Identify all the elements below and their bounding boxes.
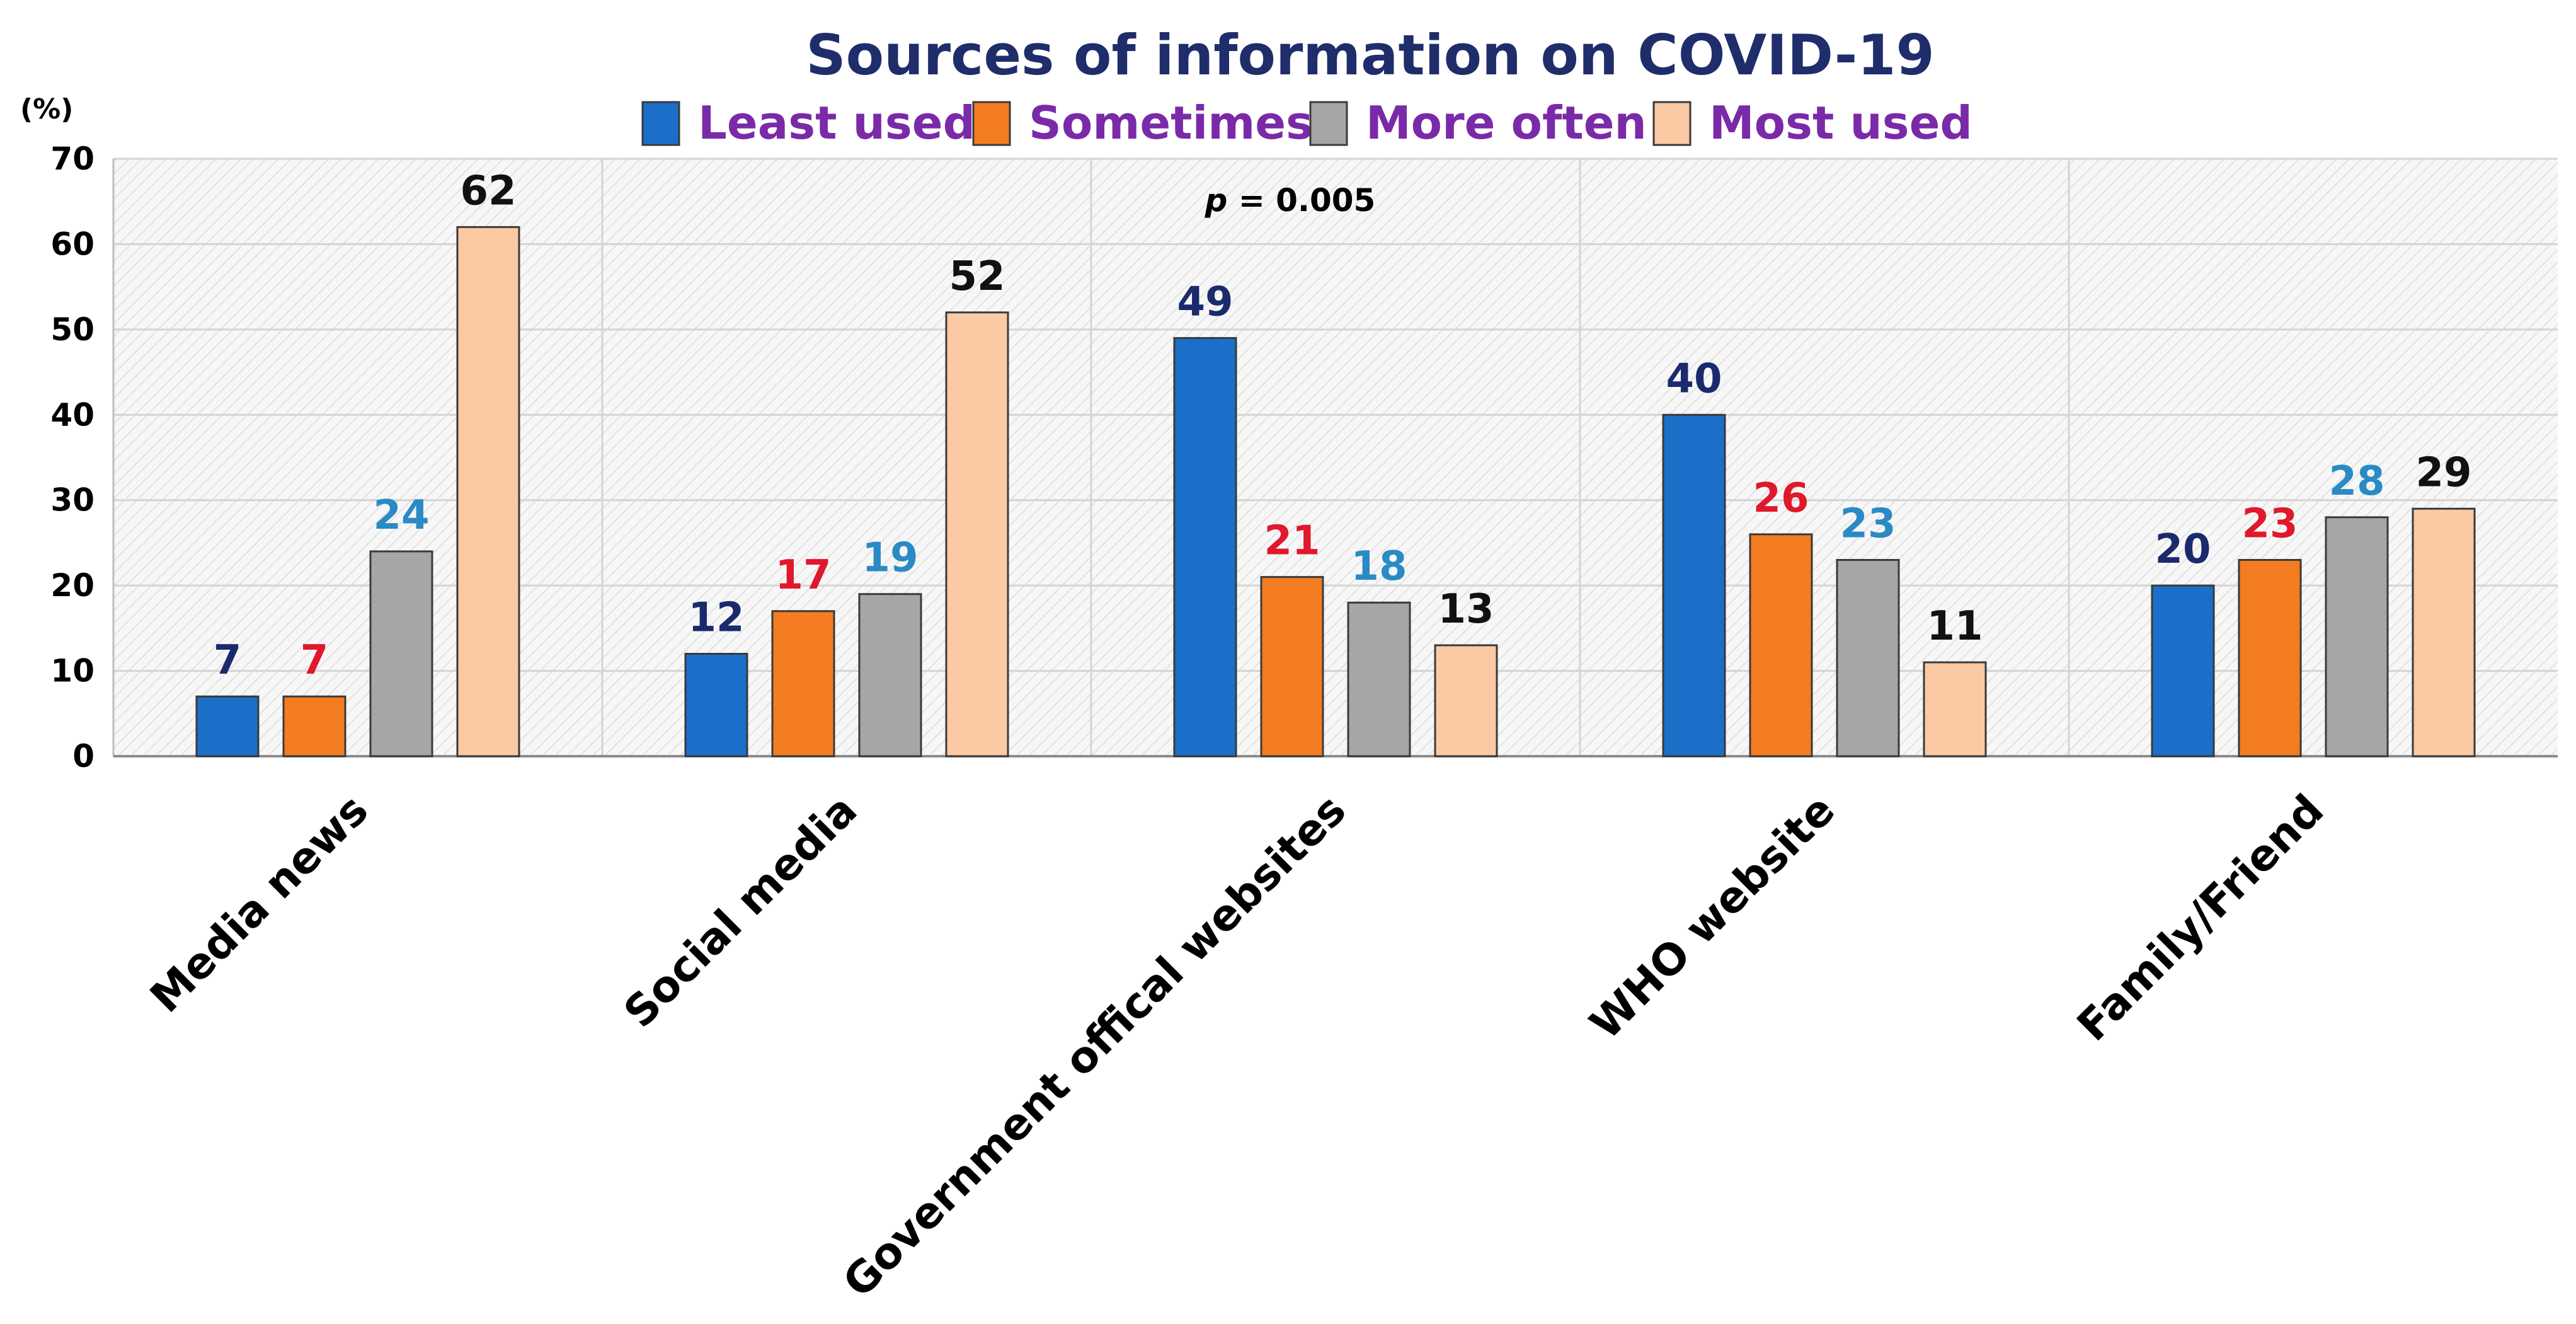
data-label: 17 (775, 552, 831, 599)
bar (282, 695, 346, 757)
legend-label: Most used (1709, 96, 1972, 149)
data-label: 23 (2241, 501, 2298, 548)
data-label: 21 (1264, 518, 1320, 565)
legend-swatch (972, 101, 1011, 146)
legend-label: Sometimes (1029, 96, 1313, 149)
data-label: 24 (373, 492, 429, 539)
bar (2238, 559, 2302, 757)
bar (1662, 413, 1726, 757)
bar (771, 610, 835, 757)
y-tick-label: 30 (50, 482, 94, 519)
bar (2412, 507, 2476, 757)
data-label: 26 (1753, 475, 1809, 522)
category-label: Social media (615, 785, 867, 1037)
category-label: Family/Friend (2068, 785, 2333, 1051)
legend: Least used Sometimes More often Most used (641, 96, 1972, 149)
data-label: 12 (688, 594, 744, 641)
plot-area (113, 159, 2558, 756)
chart-title: Sources of information on COVID-19 (806, 23, 1934, 88)
category-label: Government offical websites (833, 785, 1356, 1308)
y-tick-label: 10 (50, 653, 94, 689)
data-label: 18 (1351, 543, 1407, 590)
bar (945, 311, 1009, 757)
data-label: 29 (2415, 449, 2471, 496)
bar (1749, 533, 1813, 757)
data-label: 52 (949, 253, 1005, 300)
y-axis-ticks: 0 10 20 30 40 50 60 70 (50, 141, 94, 774)
bar (1260, 576, 1324, 757)
bar (858, 593, 922, 757)
category-label: WHO website (1581, 785, 1845, 1049)
data-label: 40 (1666, 355, 1722, 402)
data-label: 49 (1177, 279, 1233, 325)
bars (195, 226, 2476, 757)
data-label: 7 (301, 637, 329, 684)
legend-swatch (1652, 101, 1692, 146)
y-tick-label: 60 (50, 226, 94, 262)
y-unit-label: (%) (20, 93, 73, 125)
category-label: Media news (141, 785, 378, 1022)
y-tick-label: 0 (72, 738, 94, 774)
bar (1923, 661, 1987, 757)
y-tick-label: 70 (50, 141, 94, 177)
data-label: 20 (2155, 526, 2211, 573)
bar (684, 652, 748, 757)
data-label: 19 (862, 535, 918, 582)
bar (2325, 516, 2389, 757)
bar (456, 226, 520, 757)
data-label: 23 (1840, 501, 1896, 548)
bar (1434, 644, 1498, 757)
p-value-annotation: p = 0.005 (1205, 182, 1376, 219)
bar (1836, 559, 1900, 757)
data-label: 62 (460, 168, 516, 214)
data-labels: 7 12 49 40 20 7 17 21 26 23 24 19 18 23 28 62 52 13 11 29 (214, 168, 2472, 684)
y-tick-label: 40 (50, 396, 94, 433)
bar (1347, 601, 1411, 757)
data-label: 7 (214, 637, 242, 684)
data-label: 28 (2328, 458, 2384, 505)
y-tick-label: 20 (50, 567, 94, 604)
gridlines (112, 158, 2558, 757)
legend-label: Least used (698, 96, 975, 149)
bar (1173, 337, 1237, 757)
data-label: 13 (1438, 586, 1494, 633)
legend-swatch (1309, 101, 1348, 146)
bar (369, 550, 433, 757)
legend-swatch (641, 101, 680, 146)
data-label: 11 (1926, 603, 1983, 650)
bar (195, 695, 260, 757)
y-tick-label: 50 (50, 311, 94, 348)
legend-label: More often (1366, 96, 1647, 149)
bar (2151, 584, 2215, 757)
